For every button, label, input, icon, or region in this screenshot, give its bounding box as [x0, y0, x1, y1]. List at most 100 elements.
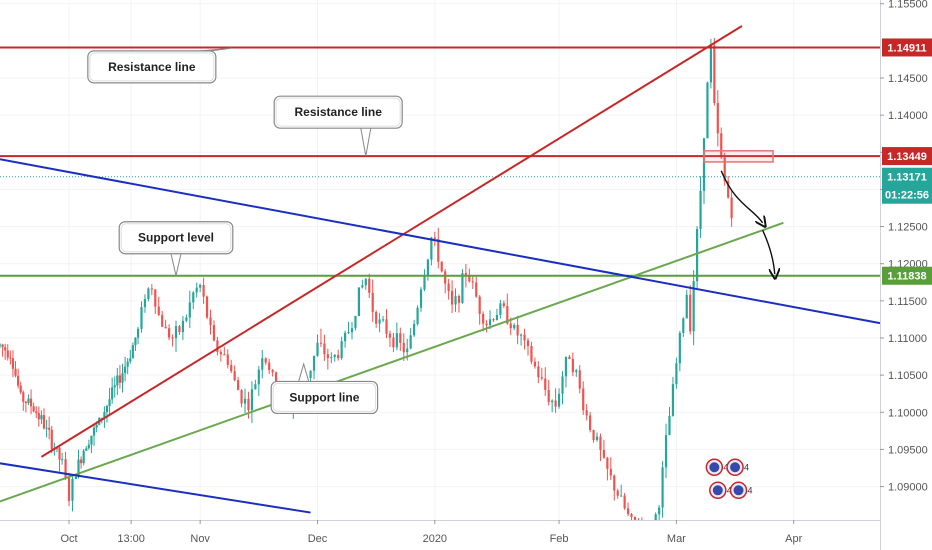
- overlays: 444 34: [703, 150, 775, 500]
- candle-body: [354, 316, 357, 329]
- candle-body: [126, 361, 129, 367]
- candle-body: [140, 307, 143, 329]
- candle-body: [533, 361, 537, 367]
- candle-body: [516, 324, 519, 336]
- level-price-tag: [882, 266, 932, 285]
- candle-body: [482, 313, 485, 324]
- candle-body: [131, 345, 134, 359]
- candle-body: [437, 238, 440, 262]
- candle-body: [216, 340, 219, 352]
- candle-body: [0, 344, 2, 346]
- candle-body: [357, 287, 361, 317]
- candle-body: [9, 357, 12, 359]
- candle-body: [181, 320, 185, 333]
- candle-body: [50, 429, 53, 449]
- candle-body: [326, 354, 329, 359]
- candle-body: [419, 289, 423, 308]
- candle-body: [671, 384, 675, 416]
- candle-body: [118, 375, 122, 383]
- candle-body: [544, 378, 547, 390]
- candle-body: [585, 410, 588, 416]
- candle-body: [171, 337, 174, 339]
- candle-body: [143, 299, 147, 308]
- candle-body: [233, 371, 236, 381]
- candle-body: [185, 317, 188, 321]
- candle-body: [247, 398, 250, 411]
- price-tick-label: 1.09000: [888, 482, 928, 494]
- time-axis-bg: [0, 520, 880, 550]
- projection-arrow: [762, 229, 775, 274]
- candle-body: [150, 288, 153, 290]
- candle-body: [230, 364, 233, 372]
- time-tick-label: Mar: [667, 533, 686, 545]
- candle-body: [361, 285, 364, 288]
- time-tick-label: Oct: [60, 533, 77, 545]
- price-tick-label: 1.11000: [888, 333, 927, 345]
- candle-body: [406, 348, 409, 353]
- candle-body: [79, 459, 83, 464]
- candle-body: [237, 380, 240, 391]
- candle-body: [85, 448, 88, 451]
- candle-body: [71, 478, 74, 501]
- candle-body: [254, 384, 257, 390]
- emoji-badge-count: 4: [723, 462, 728, 472]
- candle-body: [192, 292, 195, 303]
- candle-body: [450, 291, 454, 305]
- candle-body: [381, 319, 385, 321]
- candle-body: [595, 436, 599, 441]
- candle-body: [678, 332, 681, 364]
- countdown-label: 01:22:56: [885, 190, 929, 202]
- candle-body: [730, 197, 733, 219]
- candle-body: [492, 319, 495, 321]
- candle-body: [413, 323, 416, 336]
- candle-body: [29, 398, 33, 407]
- candle-body: [271, 370, 274, 373]
- candle-body: [509, 323, 512, 329]
- callout-box: [118, 221, 234, 255]
- candle-body: [664, 435, 668, 468]
- candle-body: [540, 377, 543, 379]
- level-price-tag: [882, 147, 932, 166]
- candle-body: [174, 326, 178, 339]
- candle-body: [568, 356, 571, 359]
- candle-body: [319, 342, 323, 344]
- candle-body: [100, 417, 103, 419]
- annotations: Resistance line Resistance line Support le…: [87, 47, 403, 415]
- emoji-badge-inner: [733, 485, 744, 496]
- time-tick-label: Apr: [785, 533, 802, 545]
- current-price-label: 1.13171: [887, 172, 927, 184]
- candle-body: [19, 385, 22, 393]
- level-price-tag: [882, 38, 932, 57]
- callout-label: Support level: [138, 231, 214, 245]
- candle-body: [90, 435, 93, 445]
- candle-body: [699, 190, 702, 230]
- callout-inner: [89, 52, 215, 82]
- candle-body: [399, 333, 402, 343]
- candle-body: [571, 358, 574, 373]
- level-price-tag-label: 1.11838: [887, 271, 926, 283]
- candle-body: [444, 271, 447, 284]
- candle-body: [167, 328, 171, 338]
- candle-body: [312, 355, 316, 371]
- candle-body: [495, 314, 499, 321]
- callout-label: Support line: [289, 390, 359, 404]
- candle-body: [523, 334, 526, 341]
- candle-body: [337, 354, 340, 359]
- candle-body: [392, 337, 395, 348]
- emoji-badge-count: 4: [748, 485, 753, 495]
- candle-body: [340, 341, 343, 359]
- trend-line-lower-channel: [0, 462, 311, 514]
- highlight-box: [703, 150, 774, 163]
- trend-line-upper-channel: [0, 158, 881, 325]
- callout-box: [270, 380, 379, 415]
- price-tick-label: 1.15500: [888, 0, 928, 11]
- projection-arrow: [720, 170, 762, 223]
- candle-body: [613, 475, 616, 491]
- price-tick-label: 1.10000: [888, 407, 928, 419]
- candle-body: [250, 389, 254, 411]
- candle-body: [64, 459, 67, 479]
- candle-body: [713, 45, 716, 103]
- candle-body: [630, 514, 633, 517]
